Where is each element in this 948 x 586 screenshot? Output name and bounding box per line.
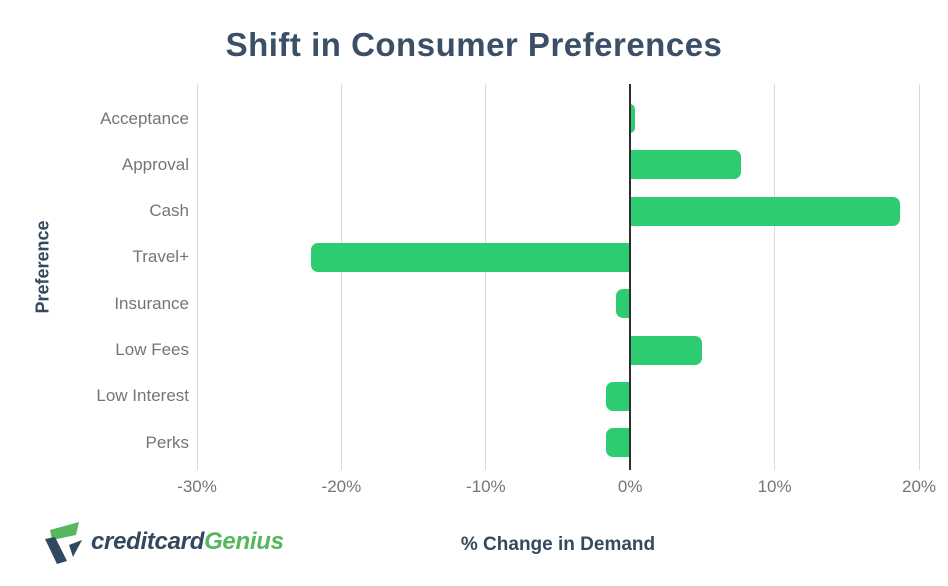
zero-line (629, 84, 632, 470)
checkmark-flag-icon (45, 522, 82, 564)
category-label: Approval (121, 154, 189, 174)
x-tick-label: -30% (177, 477, 217, 496)
x-tick-label: 20% (901, 477, 937, 496)
brand-logo-text-primary: creditcard (91, 528, 205, 555)
brand-logo-text-secondary: Genius (204, 528, 284, 555)
bar-low-interest[interactable] (605, 381, 631, 411)
category-label: Low Fees (115, 340, 189, 359)
bar-cash[interactable] (630, 196, 901, 226)
category-label: Acceptance (100, 108, 189, 128)
x-axis-title: % Change in Demand (460, 534, 656, 555)
category-label: Perks (145, 432, 189, 452)
bar-travel-[interactable] (311, 242, 631, 272)
category-label: Low Interest (96, 386, 189, 406)
bar-low-fees[interactable] (630, 335, 703, 365)
gridline (340, 84, 342, 470)
brand-logo-text: creditcardGenius (91, 528, 284, 556)
category-label: Cash (149, 201, 189, 221)
bar-acceptance[interactable] (630, 104, 635, 133)
category-label: Travel+ (132, 247, 189, 267)
x-tick-label: -10% (465, 477, 506, 496)
chart-title: Shift in Consumer Preferences (225, 26, 723, 63)
bar-perks[interactable] (605, 428, 631, 458)
brand-logo: creditcardGenius (42, 520, 284, 564)
gridline (774, 84, 776, 470)
category-label: Insurance (114, 293, 189, 313)
gridline (196, 84, 198, 470)
gridline (918, 84, 920, 470)
x-tick-label: 0% (617, 477, 643, 496)
gridline (485, 84, 487, 470)
bar-approval[interactable] (630, 150, 742, 180)
x-tick-label: 10% (757, 477, 792, 496)
x-tick-label: -20% (321, 477, 362, 496)
bar-insurance[interactable] (615, 289, 631, 319)
